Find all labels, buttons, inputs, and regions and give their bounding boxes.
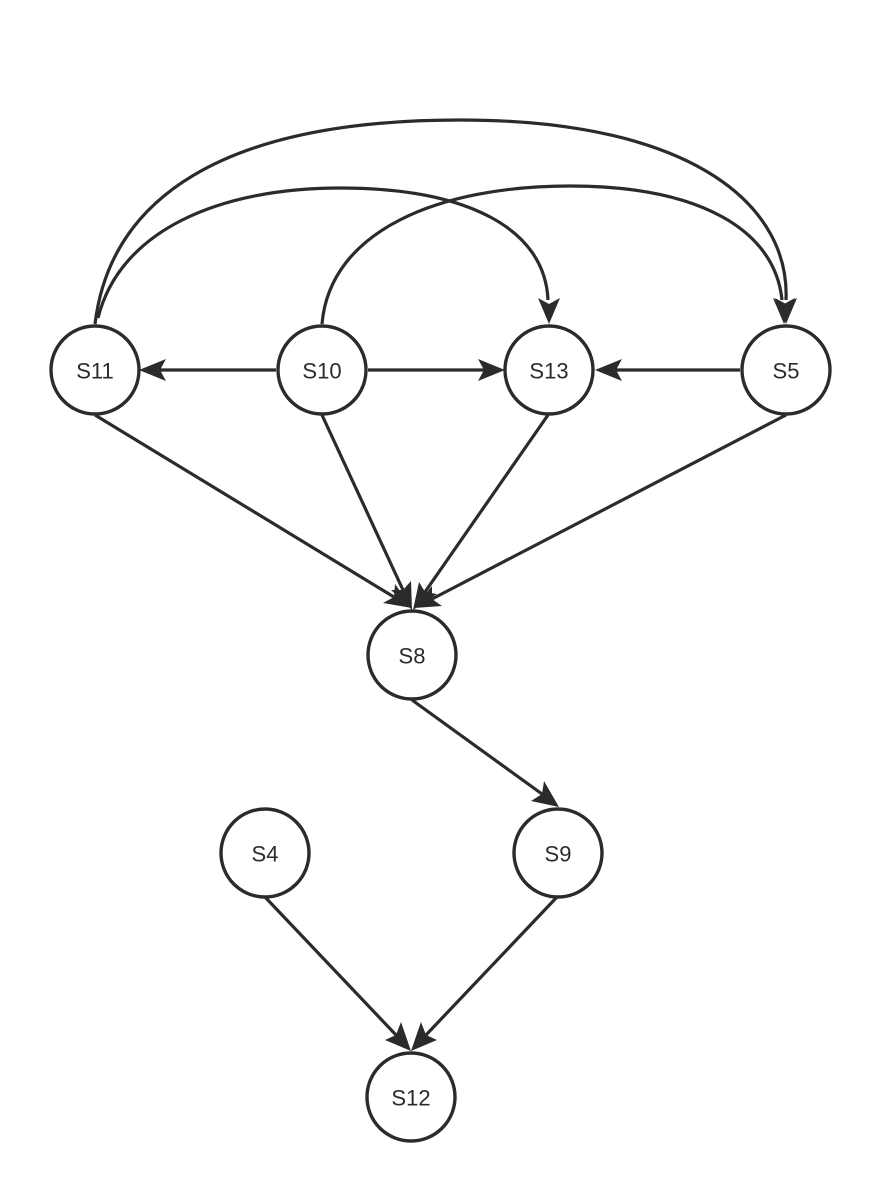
node-s11-circle	[49, 324, 141, 416]
node-s12[interactable]: S12	[365, 1051, 457, 1143]
node-s5-circle	[740, 324, 832, 416]
node-s12-circle	[365, 1051, 457, 1143]
node-s12-label: S12	[391, 1086, 430, 1111]
arrowhead-s10-s11	[139, 359, 166, 381]
arrowhead-s10-s13	[478, 359, 505, 381]
edge-s8-s9	[411, 698, 543, 796]
node-s4-label: S4	[252, 842, 279, 867]
node-s10-label: S10	[302, 359, 341, 384]
edge-s9-s12	[424, 895, 559, 1037]
edge-s10-s5	[320, 184, 784, 325]
arrowhead-s11-s13	[538, 298, 560, 324]
edge-s11-s5	[93, 118, 788, 325]
arrowhead-s9-s12	[411, 1022, 437, 1051]
node-s8[interactable]: S8	[366, 609, 458, 701]
arrowhead-s5-s8	[414, 586, 442, 608]
edge-s5-s8	[431, 413, 787, 601]
node-s8-circle	[366, 609, 458, 701]
node-s10[interactable]: S10	[276, 324, 368, 416]
node-s5-label: S5	[773, 359, 800, 384]
edge-s13-s8	[423, 414, 550, 593]
node-s11-label: S11	[76, 359, 114, 384]
arrowhead-s8-s9	[531, 781, 559, 807]
arrowhead-s4-s12	[385, 1022, 411, 1051]
node-s10-circle	[276, 324, 368, 416]
node-s13-circle	[503, 324, 595, 416]
edge-s4-s12	[263, 895, 398, 1037]
edges-layer	[93, 118, 797, 1051]
node-s9-label: S9	[545, 842, 572, 867]
node-s9[interactable]: S9	[512, 807, 604, 899]
node-s9-circle	[512, 807, 604, 899]
arrowhead-s5-s13	[595, 359, 622, 381]
edge-s11-s8	[94, 413, 395, 599]
node-s4[interactable]: S4	[219, 807, 311, 899]
node-s13[interactable]: S13	[503, 324, 595, 416]
node-s13-label: S13	[529, 359, 568, 384]
edge-s11-s13	[96, 186, 550, 319]
arrowhead-s10-s5	[773, 298, 795, 324]
arrowhead-s10-s8	[391, 581, 412, 610]
node-s5[interactable]: S5	[740, 324, 832, 416]
nodes-layer: S11 S10 S13 S5 S8 S4 S9 S12	[49, 324, 832, 1143]
edge-s10-s8	[320, 414, 405, 591]
node-s8-label: S8	[399, 644, 426, 669]
node-s11[interactable]: S11	[49, 324, 141, 416]
node-s4-circle	[219, 807, 311, 899]
